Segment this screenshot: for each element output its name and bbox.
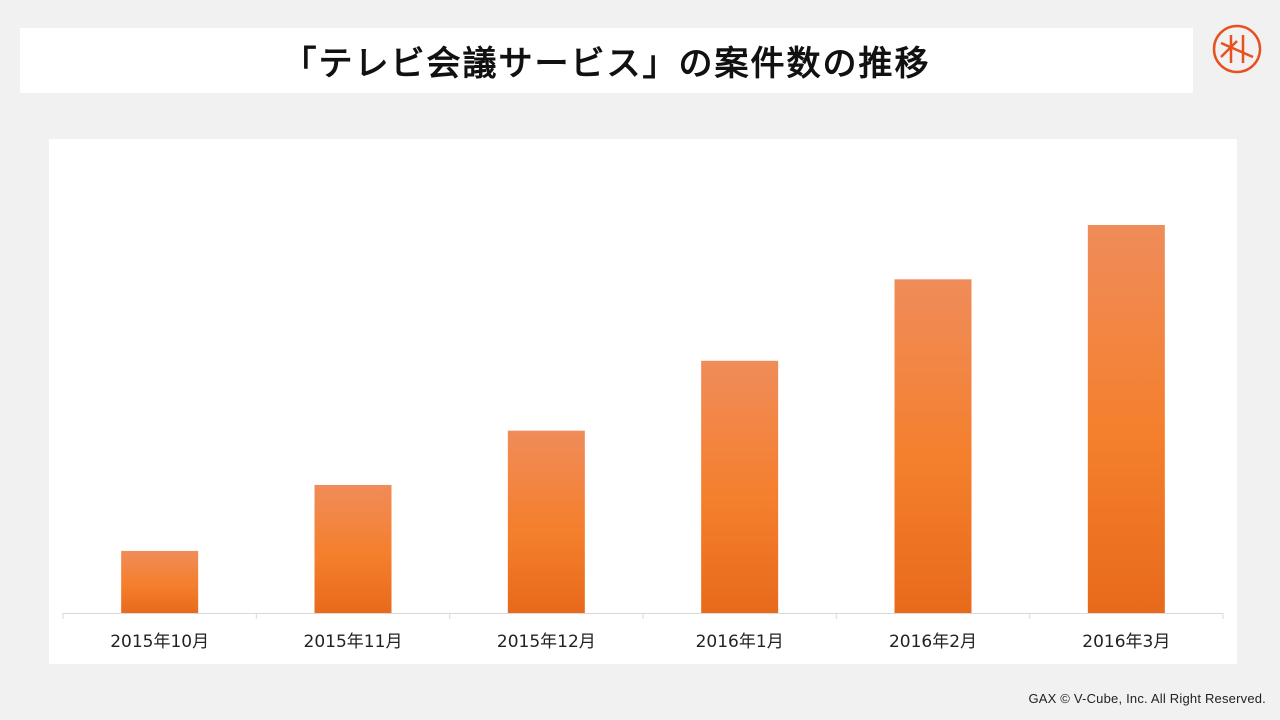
bar-4 (701, 360, 779, 613)
copyright-footer: GAX © V-Cube, Inc. All Right Reserved. (1028, 691, 1266, 706)
x-tick-label: 2016年2月 (889, 632, 977, 652)
bar-6 (1087, 225, 1165, 613)
x-tick-label: 2015年10月 (110, 632, 209, 652)
bar-1 (121, 550, 199, 613)
bar-5 (894, 279, 972, 613)
title-bar: 「テレビ会議サービス」の案件数の推移 (20, 28, 1193, 93)
gax-circle-logo-icon (1212, 24, 1262, 74)
bar-2 (314, 484, 392, 613)
bar-chart: 2015年10月 2015年11月 2015年12月 2016年1月 2016年2月 20… (62, 225, 1224, 652)
x-tick-label: 2016年1月 (696, 632, 784, 652)
bar-3 (507, 430, 585, 613)
x-tick-label: 2016年3月 (1082, 632, 1170, 652)
page-title: 「テレビ会議サービス」の案件数の推移 (282, 44, 931, 84)
x-tick-label: 2015年12月 (497, 632, 596, 652)
x-tick-label: 2015年11月 (304, 632, 403, 652)
chart-panel: 2015年10月 2015年11月 2015年12月 2016年1月 2016年2月 20… (49, 139, 1237, 664)
